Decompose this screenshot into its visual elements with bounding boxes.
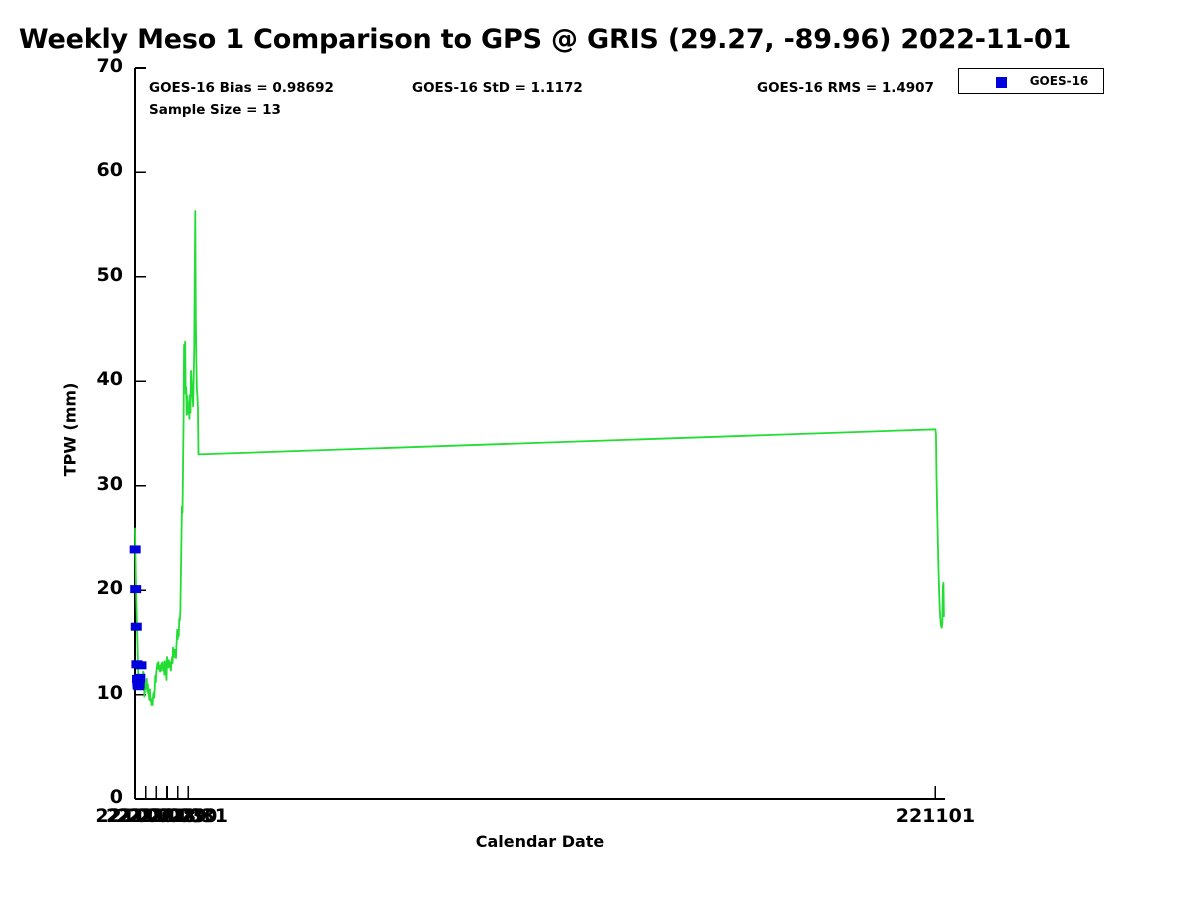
stat-sample-size-label: Sample Size = 13: [149, 102, 281, 118]
y-tick-label: 60: [96, 159, 123, 182]
x-tick-label: 221027: [106, 805, 186, 827]
legend-box[interactable]: GOES-16: [958, 68, 1104, 94]
stat-std-label: GOES-16 StD = 1.1172: [412, 80, 583, 96]
data-point-goes16: [134, 673, 146, 682]
x-tick-label: 221030: [138, 805, 218, 827]
y-tick-label: 30: [96, 472, 123, 495]
data-point-goes16: [129, 545, 141, 554]
series-line-gps: [134, 210, 945, 706]
x-tick-label: 221028: [116, 805, 196, 827]
data-point-goes16: [130, 622, 142, 631]
x-tick-label: 221031: [148, 805, 229, 827]
data-series-group: [129, 210, 945, 706]
chart-title: Weekly Meso 1 Comparison to GPS @ GRIS (…: [18, 24, 1072, 55]
x-tick-label: 221101: [895, 805, 976, 827]
legend-label-goes16: GOES-16: [1029, 74, 1089, 88]
x-tick-label: 221026: [95, 805, 175, 827]
x-axis-title: Calendar Date: [475, 832, 605, 851]
data-point-goes16: [133, 680, 145, 689]
y-tick-label: 10: [96, 681, 123, 704]
data-point-goes16: [130, 585, 142, 594]
y-tick-label: 0: [109, 786, 123, 808]
x-tick-label: 221029: [127, 805, 207, 827]
y-tick-label: 40: [96, 368, 123, 391]
legend-swatch-goes16: [996, 77, 1007, 88]
stat-bias-label: GOES-16 Bias = 0.98692: [149, 80, 334, 96]
stat-rms-label: GOES-16 RMS = 1.4907: [757, 80, 934, 96]
y-tick-label: 20: [96, 577, 123, 600]
data-point-goes16: [135, 661, 147, 670]
y-tick-label: 70: [96, 55, 123, 77]
y-tick-label: 50: [96, 263, 123, 286]
